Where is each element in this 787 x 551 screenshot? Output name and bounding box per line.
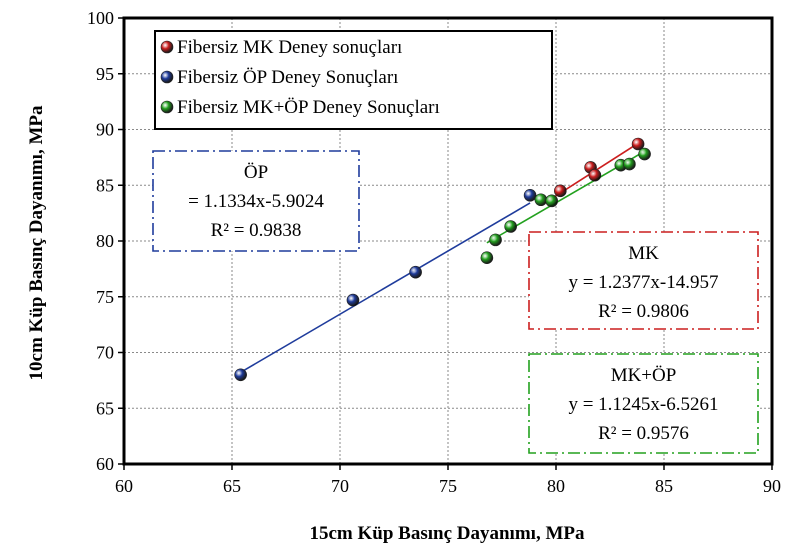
x-axis-title: 15cm Küp Basınç Dayanımı, MPa [310,523,585,544]
data-point-series-2 [623,157,636,171]
equation-box-border [528,231,759,330]
data-point-series-2 [534,193,548,207]
data-point-series-0 [588,168,602,182]
data-point-series-1 [409,265,422,279]
data-point-series-2 [545,194,558,208]
x-tick-label: 80 [547,476,565,496]
equation-box-op: ÖP = 1.1334x-5.9024 R² = 0.9838 [152,150,360,252]
legend-marker-0 [160,40,174,54]
y-tick-label: 95 [96,64,114,84]
legend: Fibersiz MK Deney sonuçları Fibersiz ÖP D… [154,30,553,130]
equation-line: y = 1.1245x-6.5261 [568,394,718,415]
y-tick-label: 75 [96,287,114,307]
data-point-series-2 [489,233,502,247]
x-tick-label: 60 [115,476,133,496]
data-point-series-0 [554,184,567,198]
data-point-series-2 [638,147,651,161]
tick-labels: 60 65 70 75 80 85 90 60 65 70 75 80 85 90 95 100 [87,8,781,496]
x-tick-label: 65 [223,476,241,496]
data-point-series-0 [631,137,645,151]
equation-line: MK+ÖP [611,365,677,386]
equation-annotations: ÖP = 1.1334x-5.9024 R² = 0.9838 MK y = 1.237… [152,150,759,454]
equation-line: R² = 0.9806 [598,301,689,322]
legend-box [154,30,553,130]
equation-line: ÖP [244,162,268,183]
x-tick-label: 85 [655,476,673,496]
equation-box-mkop: MK+ÖP y = 1.1245x-6.5261 R² = 0.9576 [528,353,759,454]
y-tick-label: 90 [96,120,114,140]
legend-label-0: Fibersiz MK Deney sonuçları [177,37,402,58]
equation-box-border [152,150,360,252]
x-tick-label: 90 [763,476,781,496]
y-tick-label: 100 [87,8,114,28]
x-tick-label: 75 [439,476,457,496]
legend-marker-1 [160,70,174,84]
equation-box-border [528,353,759,454]
legend-marker-2 [160,100,174,114]
x-tick-label: 70 [331,476,349,496]
equation-box-mk: MK y = 1.2377x-14.957 R² = 0.9806 [528,231,759,330]
data-point-series-1 [346,293,360,307]
y-tick-label: 80 [96,231,114,251]
data-point-series-1 [523,188,537,202]
y-tick-label: 70 [96,343,114,363]
legend-label-2: Fibersiz MK+ÖP Deney Sonuçları [177,97,440,118]
trendline-series-1 [240,202,531,374]
legend-label-1: Fibersiz ÖP Deney Sonuçları [177,67,398,88]
data-point-series-1 [234,368,247,382]
equation-line: y = 1.2377x-14.957 [568,272,718,293]
y-tick-label: 65 [96,398,114,418]
y-axis-title: 10cm Küp Basınç Dayanımı, MPa [26,105,47,380]
data-point-series-2 [504,220,517,233]
equation-line: R² = 0.9576 [598,423,689,444]
y-tick-label: 60 [96,454,114,474]
equation-line: R² = 0.9838 [211,220,302,241]
y-tick-label: 85 [96,175,114,195]
equation-line: = 1.1334x-5.9024 [188,191,324,212]
data-points [234,137,651,382]
equation-line: MK [628,243,659,264]
data-point-series-2 [480,251,494,265]
